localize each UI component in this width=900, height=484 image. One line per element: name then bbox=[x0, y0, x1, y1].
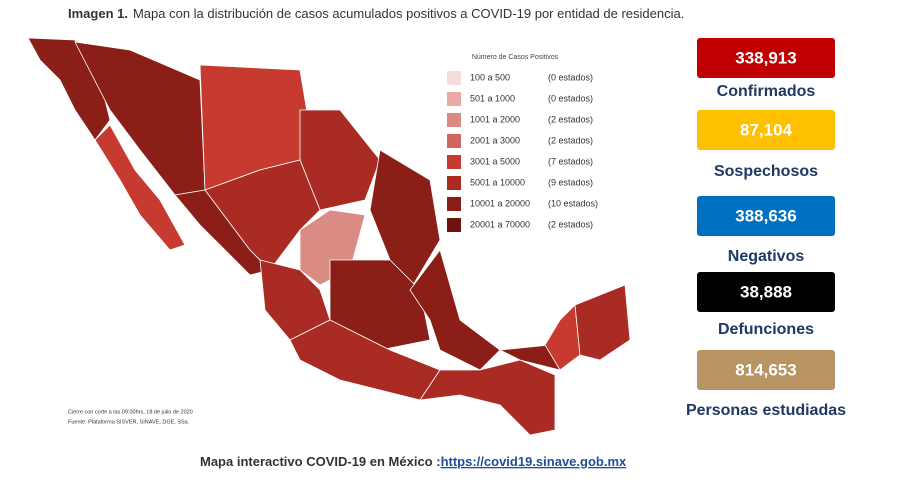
stat-label: Defunciones bbox=[718, 321, 814, 338]
legend-range: 1001 a 2000 bbox=[470, 114, 520, 124]
legend-count: (10 estados) bbox=[548, 198, 598, 208]
legend-count: (7 estados) bbox=[548, 156, 593, 166]
legend-swatch bbox=[447, 197, 461, 211]
state bbox=[574, 284, 631, 361]
legend-title: Número de Casos Positivos bbox=[472, 54, 559, 61]
legend-count: (9 estados) bbox=[548, 177, 593, 187]
legend-swatch bbox=[447, 92, 461, 106]
legend-count: (0 estados) bbox=[548, 93, 593, 103]
legend-swatch bbox=[447, 218, 461, 232]
title-label: Imagen 1. bbox=[68, 6, 128, 21]
legend-count: (0 estados) bbox=[548, 72, 593, 82]
title-text: Mapa con la distribución de casos acumul… bbox=[133, 6, 684, 21]
legend-range: 10001 a 20000 bbox=[470, 198, 530, 208]
legend-range: 501 a 1000 bbox=[470, 93, 515, 103]
map bbox=[27, 37, 631, 436]
legend-swatch bbox=[447, 155, 461, 169]
legend-range: 2001 a 3000 bbox=[470, 135, 520, 145]
note: Fuente: Plataforma SISVER, SINAVE, DGE, … bbox=[68, 419, 190, 425]
stat-box bbox=[697, 38, 835, 78]
state bbox=[204, 159, 321, 271]
state bbox=[419, 359, 556, 436]
legend-range: 100 a 500 bbox=[470, 72, 510, 82]
stat-label: Sospechosos bbox=[714, 163, 818, 180]
stat-box bbox=[697, 196, 835, 236]
footer: Mapa interactivo COVID-19 en México :htt… bbox=[200, 454, 627, 469]
legend: 100 a 500 (0 estados) 501 a 1000 (0 estados… bbox=[447, 71, 598, 232]
stat-value: 338,913 bbox=[735, 48, 796, 67]
footer-link[interactable]: https://covid19.sinave.gob.mx bbox=[441, 454, 627, 469]
stat-value: 388,636 bbox=[735, 206, 796, 225]
note: Cierre con corte a las 09:00hrs, 18 de j… bbox=[68, 409, 193, 415]
state bbox=[409, 249, 501, 371]
legend-swatch bbox=[447, 113, 461, 127]
stats: 338,913 Confirmados 87,104 Sospechosos 388,6… bbox=[686, 38, 846, 419]
legend-swatch bbox=[447, 71, 461, 85]
stat-box bbox=[697, 110, 835, 150]
footer-text: Mapa interactivo COVID-19 en México : bbox=[200, 454, 441, 469]
stat-label: Negativos bbox=[728, 248, 805, 265]
state bbox=[94, 124, 186, 251]
legend-range: 20001 a 70000 bbox=[470, 219, 530, 229]
legend-swatch bbox=[447, 134, 461, 148]
stat-box bbox=[697, 272, 835, 312]
stat-label: Personas estudiadas bbox=[686, 402, 846, 419]
title: Imagen 1. Mapa con la distribución de cas… bbox=[68, 6, 684, 21]
legend-count: (2 estados) bbox=[548, 135, 593, 145]
stat-value: 814,653 bbox=[735, 360, 796, 379]
legend-range: 5001 a 10000 bbox=[470, 177, 525, 187]
legend-count: (2 estados) bbox=[548, 219, 593, 229]
stat-box bbox=[697, 350, 835, 390]
legend-count: (2 estados) bbox=[548, 114, 593, 124]
stat-value: 87,104 bbox=[740, 120, 793, 139]
stat-value: 38,888 bbox=[740, 282, 792, 301]
legend-range: 3001 a 5000 bbox=[470, 156, 520, 166]
legend-swatch bbox=[447, 176, 461, 190]
stat-label: Confirmados bbox=[717, 83, 816, 100]
